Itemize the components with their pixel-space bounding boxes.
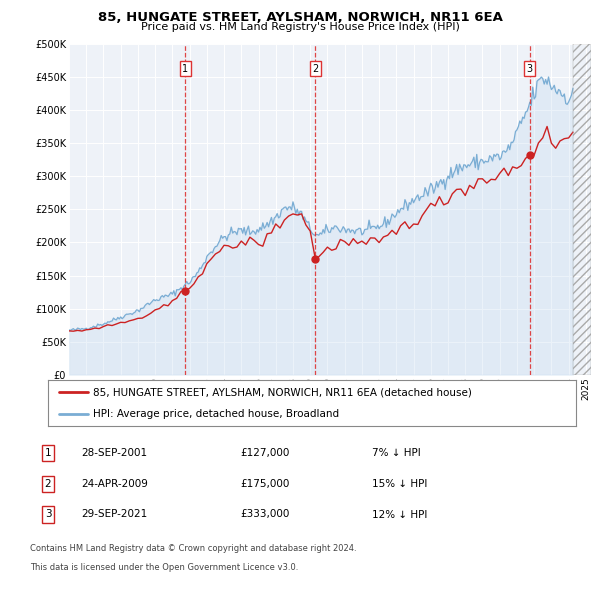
Text: HPI: Average price, detached house, Broadland: HPI: Average price, detached house, Broa…	[93, 408, 339, 418]
Text: 3: 3	[527, 64, 533, 74]
Text: 7% ↓ HPI: 7% ↓ HPI	[372, 448, 421, 458]
Text: 1: 1	[44, 448, 52, 458]
Text: 85, HUNGATE STREET, AYLSHAM, NORWICH, NR11 6EA: 85, HUNGATE STREET, AYLSHAM, NORWICH, NR…	[98, 11, 502, 24]
Text: 1: 1	[182, 64, 188, 74]
Text: Contains HM Land Registry data © Crown copyright and database right 2024.: Contains HM Land Registry data © Crown c…	[30, 545, 356, 553]
Text: 15% ↓ HPI: 15% ↓ HPI	[372, 479, 427, 489]
Text: 24-APR-2009: 24-APR-2009	[81, 479, 148, 489]
Text: 28-SEP-2001: 28-SEP-2001	[81, 448, 147, 458]
Text: £333,000: £333,000	[240, 510, 289, 519]
Text: 12% ↓ HPI: 12% ↓ HPI	[372, 510, 427, 519]
Text: £127,000: £127,000	[240, 448, 289, 458]
Text: 3: 3	[44, 510, 52, 519]
Text: This data is licensed under the Open Government Licence v3.0.: This data is licensed under the Open Gov…	[30, 563, 298, 572]
Text: 2: 2	[44, 479, 52, 489]
Text: 2: 2	[312, 64, 319, 74]
Text: 85, HUNGATE STREET, AYLSHAM, NORWICH, NR11 6EA (detached house): 85, HUNGATE STREET, AYLSHAM, NORWICH, NR…	[93, 388, 472, 398]
Text: £175,000: £175,000	[240, 479, 289, 489]
Text: 29-SEP-2021: 29-SEP-2021	[81, 510, 147, 519]
Text: Price paid vs. HM Land Registry's House Price Index (HPI): Price paid vs. HM Land Registry's House …	[140, 22, 460, 32]
